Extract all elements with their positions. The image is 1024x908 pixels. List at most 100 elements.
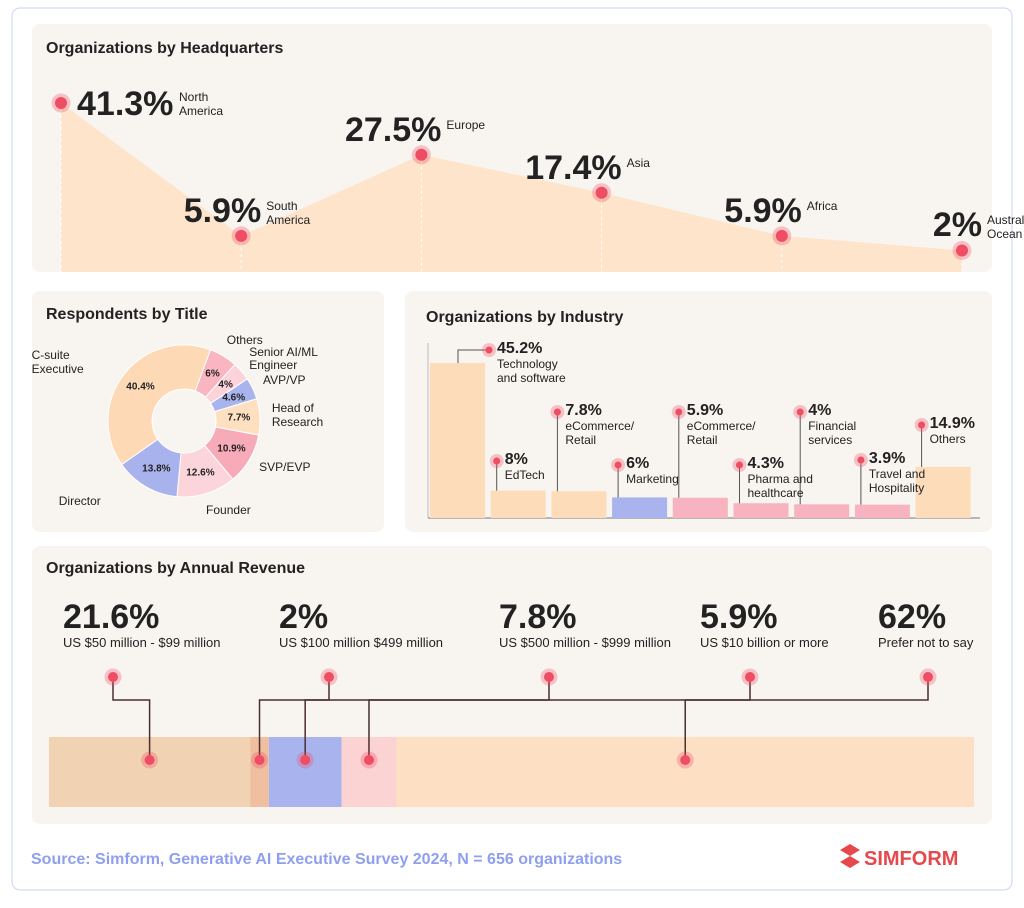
category-label: AVP/VP [262,372,306,387]
value-label: 41.3% [77,85,174,123]
category-label: C-suite Executive [31,348,84,377]
marker [55,97,67,109]
marker [108,672,118,682]
leader [368,677,751,760]
value-label: 4.3% [747,455,784,472]
panel [32,24,992,272]
area [61,103,962,272]
category-label: Senior AI/ML Engineer [249,344,318,373]
bar [612,497,668,518]
marker [745,672,755,682]
value-label: 2% [279,598,329,636]
category-label: Technology and software [497,357,566,385]
category-label: Others [226,332,263,347]
bar [733,503,789,518]
category-label: Founder [206,502,251,517]
category-label: Head of Research [271,401,324,429]
category-label: US $10 billion or more [700,635,829,650]
bar [672,497,728,518]
donut-slice [107,344,212,466]
category-label: Others [929,432,966,446]
value-label: 40.4% [126,381,155,393]
marker [324,672,334,682]
category-label: Africa [806,198,838,213]
bar [490,490,546,518]
category-label: Asia [626,155,650,170]
category-label: Europe [446,117,486,132]
marker [595,186,608,199]
category-label: South America [266,198,311,227]
category-label: US $100 million $499 million [279,635,444,650]
bar [794,504,850,518]
category-label: Financial services [808,419,857,447]
marker [544,672,554,682]
category-label: EdTech [504,468,545,482]
category-label: Marketing [626,472,679,486]
panel [32,291,384,532]
value-label: 2% [932,206,982,245]
marker [923,672,933,682]
panel-title: Organizations by Annual Revenue [46,560,306,577]
panel [405,291,992,532]
value-label: 45.2% [497,340,543,357]
marker [918,421,926,429]
marker [675,408,683,416]
value-label: 62% [878,598,947,636]
logo-icon [840,844,860,868]
category-label: eCommerce/ Retail [565,419,635,447]
value-label: 10.9% [217,443,246,455]
value-label: 5.9% [700,598,778,636]
marker [485,346,493,354]
marker [956,244,968,257]
value-label: 17.4% [525,148,622,187]
marker [680,755,691,765]
value-label: 4% [218,379,233,391]
value-label: 6% [626,455,650,472]
bar [854,504,910,518]
value-label: 7.7% [227,412,251,424]
value-label: 7.8% [499,598,577,636]
value-label: 12.6% [186,467,215,479]
marker [363,755,374,765]
category-label: Prefer not to say [878,635,974,650]
marker [493,457,501,465]
marker [796,408,804,416]
category-label: Director [58,494,101,509]
value-label: 13.8% [142,462,171,474]
bar [551,491,607,518]
leader [684,677,929,760]
value-label: 21.6% [63,598,160,636]
category-label: eCommerce/ Retail [686,419,756,447]
marker [614,461,622,469]
category-label: SVP/EVP [259,460,311,475]
value-label: 27.5% [344,110,442,149]
value-label: 7.8% [565,402,602,419]
category-label: Australia/ Ocean [987,213,1024,242]
marker [300,755,311,765]
value-label: 8% [504,451,528,468]
bar [430,363,485,518]
panel-title: Organizations by Industry [426,309,624,326]
source: Source: Simform, Generative AI Executive… [31,851,623,868]
marker [553,408,561,416]
marker [254,755,265,765]
marker [235,229,248,242]
bar-segment [250,737,269,807]
category-label: US $50 million - $99 million [63,635,221,650]
bar [915,466,971,518]
value-label: 3.9% [868,450,906,467]
marker [144,755,155,765]
panel-title: Respondents by Title [46,306,208,323]
leader [457,349,489,363]
value-label: 14.9% [929,415,975,432]
category-label: Travel and Hospitality [868,467,926,495]
marker [775,229,788,242]
leader [258,677,330,760]
value-label: 4.6% [222,391,246,403]
value-label: 4% [808,402,832,419]
category-label: US $500 million - $999 million [499,635,671,650]
leader [112,677,151,760]
